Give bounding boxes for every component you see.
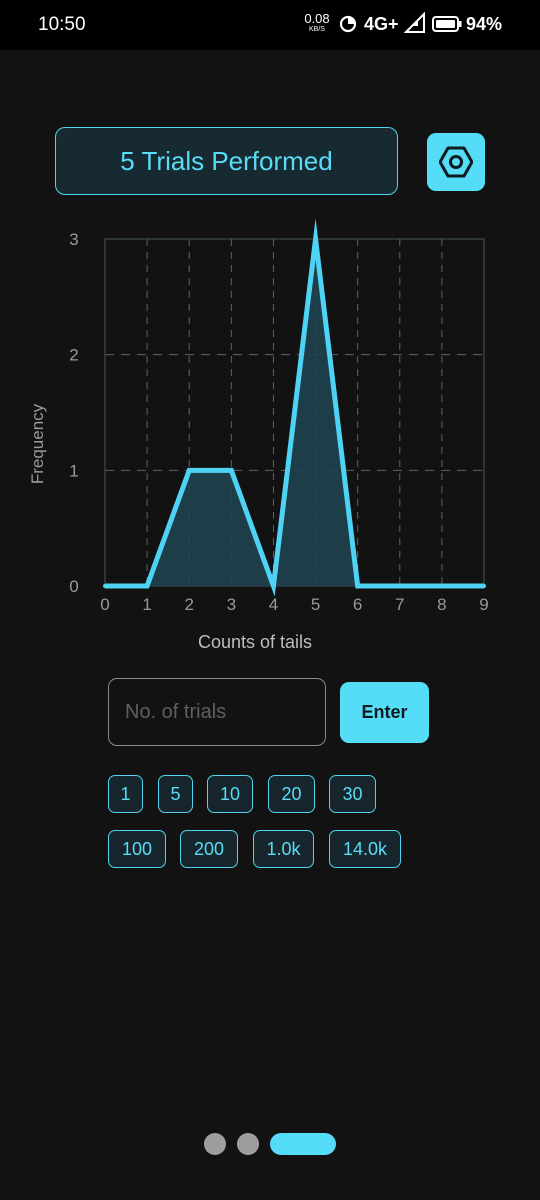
data-point-4 bbox=[271, 584, 276, 588]
data-point-0 bbox=[103, 584, 107, 588]
data-point-5 bbox=[313, 237, 318, 241]
x-tick-label-4: 4 bbox=[269, 595, 278, 614]
series-line bbox=[105, 218, 484, 597]
preset-30-button[interactable]: 30 bbox=[329, 775, 376, 813]
status-time: 10:50 bbox=[38, 14, 86, 35]
data-point-2 bbox=[187, 468, 192, 473]
preset-20-button[interactable]: 20 bbox=[268, 775, 315, 813]
network-speed-value: 0.08 bbox=[304, 11, 330, 26]
data-point-7 bbox=[397, 584, 402, 588]
network-speed-unit: KB/S bbox=[309, 26, 325, 33]
y-tick-label-1: 1 bbox=[69, 461, 78, 480]
preset-200-button[interactable]: 200 bbox=[180, 830, 238, 868]
x-tick-label-7: 7 bbox=[395, 595, 404, 614]
x-tick-label-6: 6 bbox=[353, 595, 362, 614]
signal-icon bbox=[404, 12, 425, 33]
tails-frequency-chart: 0 1 2 3 4 5 6 7 8 9 0 1 2 3 bbox=[69, 218, 489, 614]
page-dot-2[interactable] bbox=[237, 1133, 259, 1155]
preset-5-button[interactable]: 5 bbox=[158, 775, 193, 813]
data-point-9 bbox=[482, 584, 486, 588]
page-indicator bbox=[0, 1133, 540, 1157]
trials-input[interactable] bbox=[108, 678, 326, 746]
data-point-1 bbox=[145, 584, 150, 588]
x-axis-title: Counts of tails bbox=[197, 632, 313, 652]
data-point-8 bbox=[439, 584, 444, 588]
y-tick-label-3: 3 bbox=[69, 230, 78, 249]
x-tick-label-0: 0 bbox=[100, 595, 109, 614]
status-bar: 10:50 0.08 KB/S 4G+ 94% bbox=[0, 0, 540, 50]
preset-1k-button[interactable]: 1.0k bbox=[253, 830, 314, 868]
x-tick-label-9: 9 bbox=[479, 595, 488, 614]
hexagon-gear-icon bbox=[439, 146, 473, 178]
y-tick-label-0: 0 bbox=[69, 577, 78, 596]
page-dot-3-active[interactable] bbox=[270, 1133, 336, 1155]
y-tick-label-2: 2 bbox=[69, 346, 78, 365]
preset-1-button[interactable]: 1 bbox=[108, 775, 143, 813]
data-saver-icon bbox=[339, 15, 357, 33]
x-tick-label-8: 8 bbox=[437, 595, 446, 614]
x-tick-label-1: 1 bbox=[142, 595, 151, 614]
y-axis-title: Frequency bbox=[28, 403, 47, 485]
data-point-3 bbox=[229, 468, 234, 473]
data-point-6 bbox=[355, 584, 360, 588]
battery-percent: 94% bbox=[466, 14, 503, 34]
preset-14k-button[interactable]: 14.0k bbox=[329, 830, 401, 868]
settings-button[interactable] bbox=[427, 133, 485, 191]
network-speed: 0.08 KB/S bbox=[302, 12, 332, 33]
preset-10-button[interactable]: 10 bbox=[207, 775, 253, 813]
page-dot-1[interactable] bbox=[204, 1133, 226, 1155]
trials-performed-banner: 5 Trials Performed bbox=[55, 127, 398, 195]
x-tick-label-3: 3 bbox=[227, 595, 236, 614]
x-tick-label-2: 2 bbox=[184, 595, 193, 614]
enter-button[interactable]: Enter bbox=[340, 682, 429, 743]
preset-100-button[interactable]: 100 bbox=[108, 830, 166, 868]
battery-icon bbox=[432, 16, 462, 32]
network-type: 4G+ bbox=[364, 14, 399, 34]
x-tick-label-5: 5 bbox=[311, 595, 320, 614]
